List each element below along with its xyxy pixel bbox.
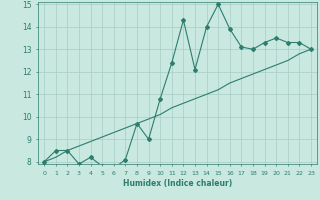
X-axis label: Humidex (Indice chaleur): Humidex (Indice chaleur) — [123, 179, 232, 188]
